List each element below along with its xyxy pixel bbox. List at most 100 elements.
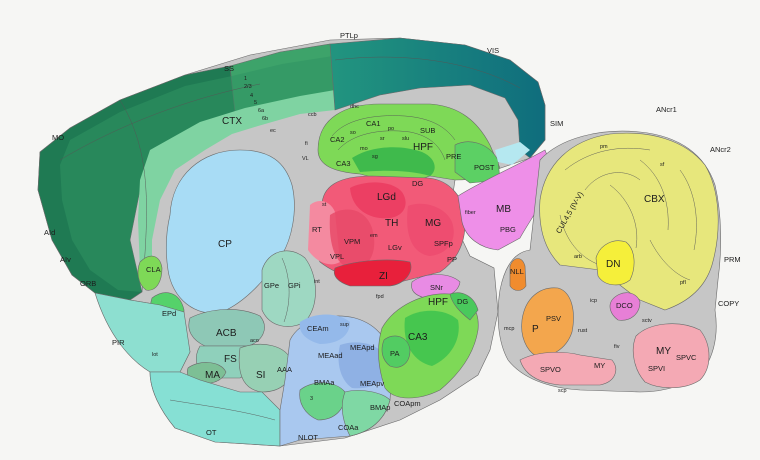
label-prm: PRM	[724, 255, 741, 264]
cerebellar-fold-1	[564, 148, 651, 171]
label-dn: DN	[606, 259, 620, 270]
dentate-nucleus	[595, 240, 635, 286]
label-mg: MG	[425, 218, 441, 229]
pons	[521, 287, 574, 357]
label-pir: PIR	[112, 338, 125, 347]
ventral-nuclei	[329, 209, 375, 270]
cerebellar-fold-2	[584, 172, 641, 191]
label-lgd: LGd	[377, 192, 396, 203]
cerebellar-fold-6	[649, 239, 691, 281]
medial-amygdala	[338, 342, 390, 389]
label-bmap: BMAp	[370, 403, 390, 412]
label-pre: PRE	[446, 152, 461, 161]
cerebellar-fold-5	[559, 214, 601, 266]
label-nlot: NLOT	[298, 433, 318, 442]
central-amygdala	[299, 314, 350, 344]
label-orb: ORB	[80, 279, 96, 288]
label-ancr1: ANcr1	[656, 105, 677, 114]
label-layer-6b: 6b	[262, 116, 268, 122]
label-gpe: GPe	[264, 281, 279, 290]
label-ca3-ventral: CA3	[408, 332, 428, 343]
globus-pallidus	[261, 250, 316, 327]
label-epd: EPd	[162, 309, 176, 318]
label-layer-4: 4	[250, 93, 253, 99]
midbrain-labels: MB PBG SNr fiber	[430, 204, 516, 292]
label-cbx: CBX	[644, 194, 665, 205]
label-p: P	[532, 324, 539, 335]
label-icp: icp	[590, 298, 597, 304]
label-ss: SS	[224, 64, 234, 73]
cortex-labels: CTX 1 2/3 4 5 6a 6b ec ccb VL dhc fi	[222, 76, 359, 162]
striatum-labels: CP GPe GPi ACB FS SI MA CLA EPd aco int …	[146, 202, 349, 381]
label-snr: SNr	[430, 283, 443, 292]
label-pbg: PBG	[500, 225, 516, 234]
label-meaad: MEAad	[318, 351, 343, 360]
label-slu: slu	[402, 136, 409, 142]
label-arb: arb	[574, 254, 582, 260]
label-ca1: CA1	[366, 119, 381, 128]
fiber-tract-sliver	[495, 142, 530, 165]
label-pfl: pfl	[680, 280, 686, 286]
medulla-caudal	[633, 323, 710, 389]
ventral-dentate	[404, 310, 459, 366]
label-ceam: CEAm	[307, 324, 329, 333]
label-psv: PSV	[546, 314, 561, 323]
label-ca3: CA3	[336, 159, 351, 168]
label-so: so	[350, 130, 356, 136]
label-mo: MO	[52, 133, 64, 142]
label-nll: NLL	[510, 267, 524, 276]
posterior-amygdala	[381, 335, 411, 368]
label-pa: PA	[390, 349, 399, 358]
label-pm: pm	[600, 144, 608, 150]
label-cp: CP	[218, 239, 232, 250]
cortex-layer-line	[59, 83, 261, 161]
label-ctx: CTX	[222, 116, 242, 127]
label-acb: ACB	[216, 328, 237, 339]
label-pp: PP	[447, 255, 457, 264]
thalamus-labels: LGd TH RT VPM VPL LGv MG SPFp PP ZI em f…	[312, 192, 457, 300]
cortex-deep-layer	[138, 90, 335, 280]
zona-incerta	[333, 259, 412, 287]
nucleus-accumbens	[188, 309, 265, 347]
label-ancr2: ANcr2	[710, 145, 731, 154]
ventral-hpf-rim	[449, 292, 479, 321]
label-aid: AId	[44, 228, 55, 237]
label-my-caudal: MY	[656, 346, 671, 357]
gpe-gpi-border	[281, 257, 290, 323]
label-layer-5: 5	[254, 100, 257, 106]
label-gpi: GPi	[288, 281, 301, 290]
label-sup: sup	[340, 322, 349, 328]
label-ma: MA	[205, 370, 220, 381]
label-rust: rust	[578, 328, 588, 334]
label-sim: SIM	[550, 119, 563, 128]
label-layer-3: 3	[310, 396, 313, 402]
label-th: TH	[385, 218, 398, 229]
label-zi: ZI	[379, 271, 388, 282]
label-hpf: HPF	[413, 142, 433, 153]
hpf-labels: CA1 CA2 CA3 HPF SUB PRE POST DG so sr mo…	[330, 119, 495, 188]
nucleus-lateral-lemniscus	[509, 258, 527, 291]
label-ca2: CA2	[330, 135, 345, 144]
label-fpd: fpd	[376, 294, 384, 300]
label-sg: sg	[372, 154, 378, 160]
ca-inner-line	[337, 130, 446, 161]
label-vis: VIS	[487, 46, 499, 55]
label-st: st	[322, 202, 327, 208]
dorsal-cochlear-nucleus	[609, 292, 641, 321]
label-aco: aco	[250, 338, 259, 344]
claustrum	[137, 255, 163, 291]
basomedial-amygdala	[299, 382, 346, 421]
cerebellar-fold-7	[609, 184, 638, 249]
label-sr: sr	[380, 136, 385, 142]
outer-region-labels: PTLp VIS SS MO AId AIv ORB PIR OT NLOT C…	[44, 31, 741, 442]
cerebellar-fold-3	[639, 159, 669, 231]
label-aaa: AAA	[277, 365, 292, 374]
label-lot: lot	[152, 352, 158, 358]
label-dg-ventral: DG	[457, 297, 468, 306]
label-my: MY	[594, 361, 605, 370]
piriform-area	[94, 292, 191, 373]
label-dhc: dhc	[350, 104, 359, 110]
label-mb: MB	[496, 204, 511, 215]
visual-layer-line	[334, 56, 521, 89]
label-spvo: SPVO	[540, 365, 561, 374]
